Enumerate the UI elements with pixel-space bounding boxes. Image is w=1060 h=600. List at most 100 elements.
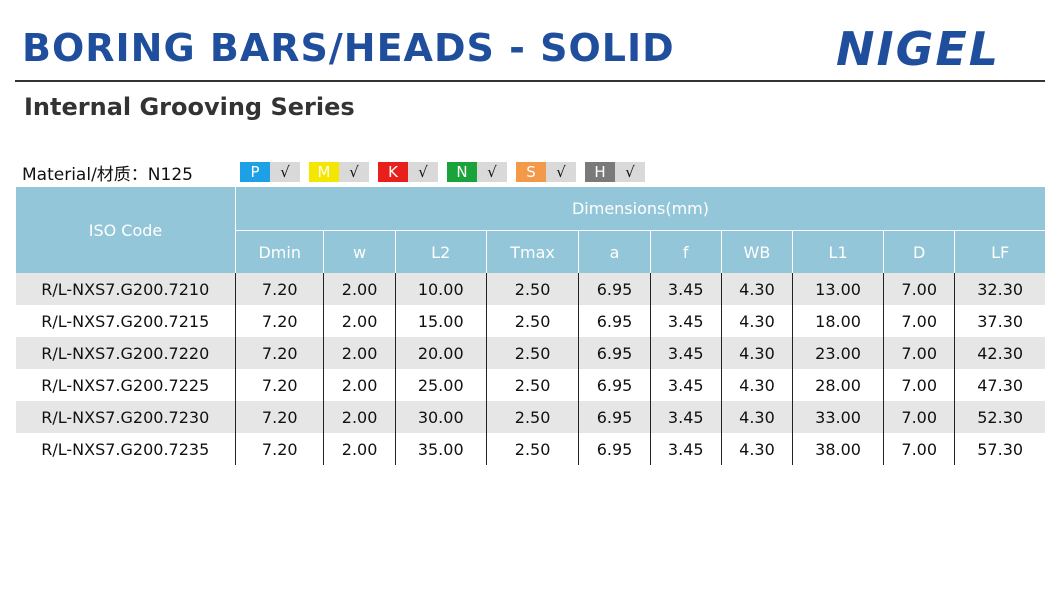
cell: 7.20 <box>234 369 324 401</box>
title: BORING BARS/HEADS - SOLID <box>22 26 675 70</box>
cell: 7.00 <box>883 401 955 433</box>
grade-badges: P √ M √ K √ N √ S √ H √ <box>240 162 645 182</box>
cell: 6.95 <box>578 369 651 401</box>
cell: 7.00 <box>883 433 955 465</box>
grade-badge: M √ <box>309 162 369 182</box>
cell: 2.50 <box>485 273 579 305</box>
grade-mark: √ <box>270 162 300 182</box>
cell: 25.00 <box>394 369 487 401</box>
cell: 2.00 <box>323 433 396 465</box>
cell: 32.30 <box>954 273 1045 305</box>
cell: 57.30 <box>954 433 1045 465</box>
cell: 4.30 <box>720 273 793 305</box>
cell: 23.00 <box>792 337 884 369</box>
cell: 28.00 <box>792 369 884 401</box>
table-row: R/L-NXS7.G200.7215 7.20 2.00 15.00 2.50 6.95 3… <box>16 305 1045 337</box>
cell: 37.30 <box>954 305 1045 337</box>
cell: 3.45 <box>649 273 722 305</box>
grade-key: M <box>309 162 339 182</box>
cell: 2.50 <box>485 305 579 337</box>
cell: 2.50 <box>485 433 579 465</box>
cell: 38.00 <box>792 433 884 465</box>
cell: 2.00 <box>323 273 396 305</box>
iso-code: R/L-NXS7.G200.7215 <box>41 311 210 331</box>
cell: 7.00 <box>883 273 955 305</box>
cell: 4.30 <box>720 337 793 369</box>
cell: 3.45 <box>649 433 722 465</box>
grade-key: S <box>516 162 546 182</box>
cell: 6.95 <box>578 433 651 465</box>
table-row: R/L-NXS7.G200.7225 7.20 2.00 25.00 2.50 6.95 3… <box>16 369 1045 401</box>
grade-key: P <box>240 162 270 182</box>
divider <box>15 80 1045 82</box>
cell: 33.00 <box>792 401 884 433</box>
cell: 3.45 <box>649 401 722 433</box>
grade-badge: P √ <box>240 162 300 182</box>
cell: 6.95 <box>578 305 651 337</box>
grade-key: H <box>585 162 615 182</box>
cell: 2.00 <box>323 305 396 337</box>
column-header: f <box>649 230 722 273</box>
cell: 2.00 <box>323 337 396 369</box>
cell: 7.00 <box>883 305 955 337</box>
column-header: WB <box>720 230 793 273</box>
grade-badge: N √ <box>447 162 507 182</box>
grade-key: K <box>378 162 408 182</box>
table-row: R/L-NXS7.G200.7235 7.20 2.00 35.00 2.50 6.95 3… <box>16 433 1045 465</box>
grade-mark: √ <box>477 162 507 182</box>
cell: 18.00 <box>792 305 884 337</box>
cell: 6.95 <box>578 273 651 305</box>
column-header: L1 <box>792 230 884 273</box>
cell: 7.20 <box>234 433 324 465</box>
cell: 7.20 <box>234 305 324 337</box>
cell: 30.00 <box>394 401 487 433</box>
cell: 2.00 <box>323 369 396 401</box>
grade-mark: √ <box>408 162 438 182</box>
cell: 4.30 <box>720 369 793 401</box>
iso-code: R/L-NXS7.G200.7230 <box>15 401 236 433</box>
cell: 52.30 <box>954 401 1045 433</box>
header-cell: ISO Code <box>15 187 236 273</box>
grade-badge: H √ <box>585 162 645 182</box>
column-header: w <box>323 230 396 273</box>
cell: 2.50 <box>485 369 579 401</box>
cell: 4.30 <box>720 401 793 433</box>
table-row: R/L-NXS7.G200.7230 7.20 2.00 30.00 2.50 6.95 3… <box>15 401 1045 433</box>
grade-badge: S √ <box>516 162 576 182</box>
cell: 10.00 <box>394 273 487 305</box>
cell: 2.50 <box>485 337 579 369</box>
column-header: D <box>883 230 955 273</box>
grade-badge: K √ <box>378 162 438 182</box>
cell: 13.00 <box>792 273 884 305</box>
cell: 7.20 <box>234 401 324 433</box>
cell: 42.30 <box>954 337 1045 369</box>
column-header: Dmin <box>234 230 324 273</box>
cell: 7.00 <box>883 337 955 369</box>
iso-code: R/L-NXS7.G200.7220 <box>15 337 236 369</box>
cell: 7.00 <box>883 369 955 401</box>
cell: 2.50 <box>485 401 579 433</box>
logo: NIGEL <box>836 22 1001 76</box>
grade-mark: √ <box>339 162 369 182</box>
column-header: LF <box>954 230 1045 273</box>
cell: 15.00 <box>394 305 487 337</box>
cell: 6.95 <box>578 401 651 433</box>
iso-code: R/L-NXS7.G200.7235 <box>41 439 210 459</box>
grade-mark: √ <box>615 162 645 182</box>
grade-mark: √ <box>546 162 576 182</box>
grade-key: N <box>447 162 477 182</box>
header-cell: Dimensions(mm) <box>235 187 1045 231</box>
cell: 7.20 <box>234 337 324 369</box>
column-header: L2 <box>394 230 487 273</box>
spec-table: ISO Code Dimensions(mm) Dmin w L2 Tmax a f WB L1… <box>15 187 1045 465</box>
iso-code: R/L-NXS7.G200.7225 <box>41 375 210 395</box>
iso-code: R/L-NXS7.G200.7210 <box>15 273 236 305</box>
cell: 6.95 <box>578 337 651 369</box>
column-header: a <box>578 230 651 273</box>
cell: 7.20 <box>234 273 324 305</box>
table-row: R/L-NXS7.G200.7210 7.20 2.00 10.00 2.50 6.95 3… <box>15 273 1045 305</box>
cell: 3.45 <box>649 305 722 337</box>
column-header: Tmax <box>485 230 579 273</box>
cell: 20.00 <box>394 337 487 369</box>
